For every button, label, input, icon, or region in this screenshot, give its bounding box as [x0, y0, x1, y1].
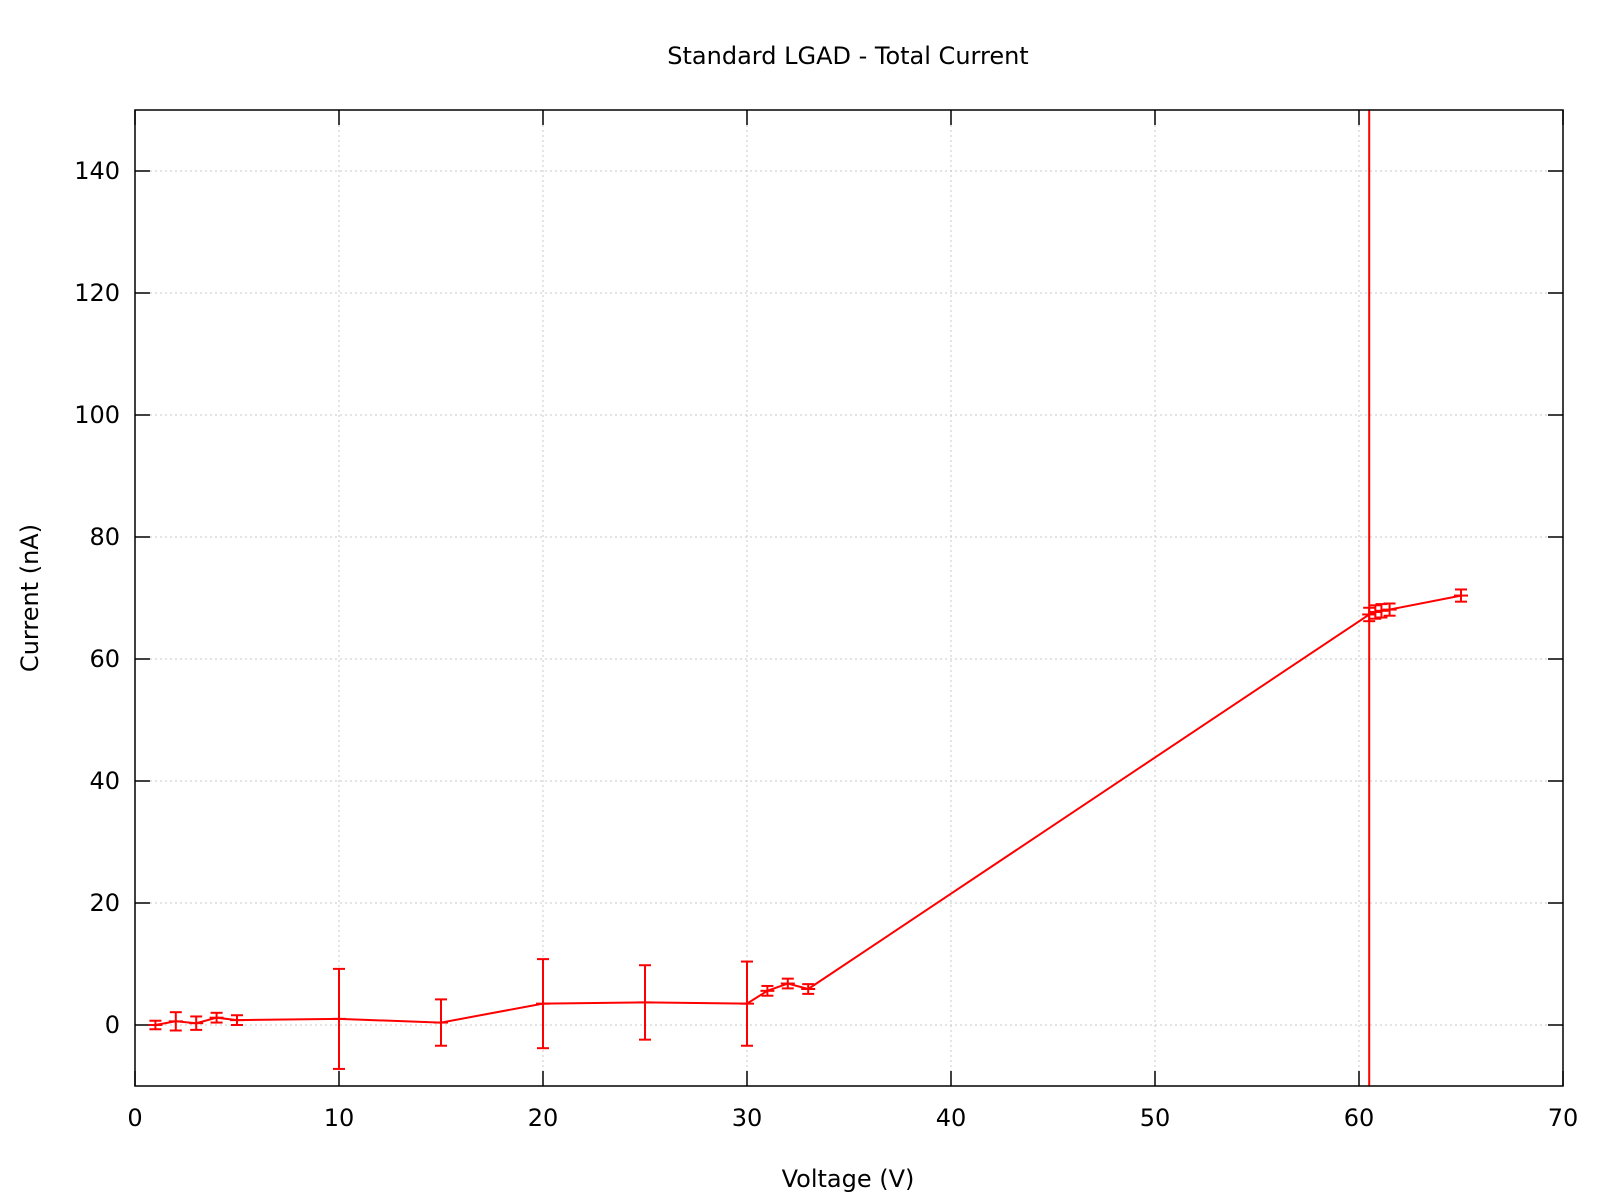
data-point	[189, 1015, 204, 1031]
data-point	[1382, 602, 1397, 617]
data-point	[230, 1014, 244, 1026]
x-tick-label: 0	[127, 1104, 142, 1132]
series-line	[155, 594, 1462, 1026]
axis-ticks	[134, 110, 1564, 1086]
y-tick-label: 140	[74, 157, 120, 185]
chart-title: Standard LGAD - Total Current	[667, 42, 1028, 70]
x-tick-label: 30	[732, 1104, 763, 1132]
x-axis-label: Voltage (V)	[782, 1165, 915, 1193]
x-tick-label: 20	[528, 1104, 559, 1132]
x-tick-label: 70	[1548, 1104, 1579, 1132]
x-tick-label: 40	[936, 1104, 967, 1132]
y-tick-label: 100	[74, 401, 120, 429]
data-point	[148, 1019, 163, 1031]
x-tick-label: 50	[1140, 1104, 1171, 1132]
y-tick-label: 80	[89, 523, 120, 551]
y-tick-label: 0	[105, 1011, 120, 1039]
data-point	[1454, 588, 1468, 603]
data-point	[332, 967, 346, 1070]
x-tick-label: 60	[1344, 1104, 1375, 1132]
data-point	[434, 998, 448, 1047]
data-point	[801, 983, 816, 995]
grid-lines	[135, 110, 1563, 1086]
data-point	[740, 960, 754, 1047]
y-tick-label: 40	[89, 767, 120, 795]
data-point	[536, 958, 550, 1050]
y-tick-label: 20	[89, 889, 120, 917]
plot-frame	[134, 109, 1564, 1087]
tick-labels: 0 10 20 30 40 50 60 70 0 20 40 60 80 100 120 140	[74, 157, 1578, 1132]
data-point	[1362, 606, 1377, 623]
y-tick-label: 120	[74, 279, 120, 307]
x-tick-label: 10	[324, 1104, 355, 1132]
data-point	[1368, 604, 1383, 620]
data-point	[168, 1011, 183, 1032]
y-tick-label: 60	[89, 645, 120, 673]
data-point	[760, 984, 775, 997]
y-axis-label: Current (nA)	[16, 524, 44, 672]
data-point	[638, 964, 652, 1041]
data-point	[780, 977, 795, 990]
series-layer	[148, 110, 1468, 1086]
data-point	[209, 1011, 224, 1024]
